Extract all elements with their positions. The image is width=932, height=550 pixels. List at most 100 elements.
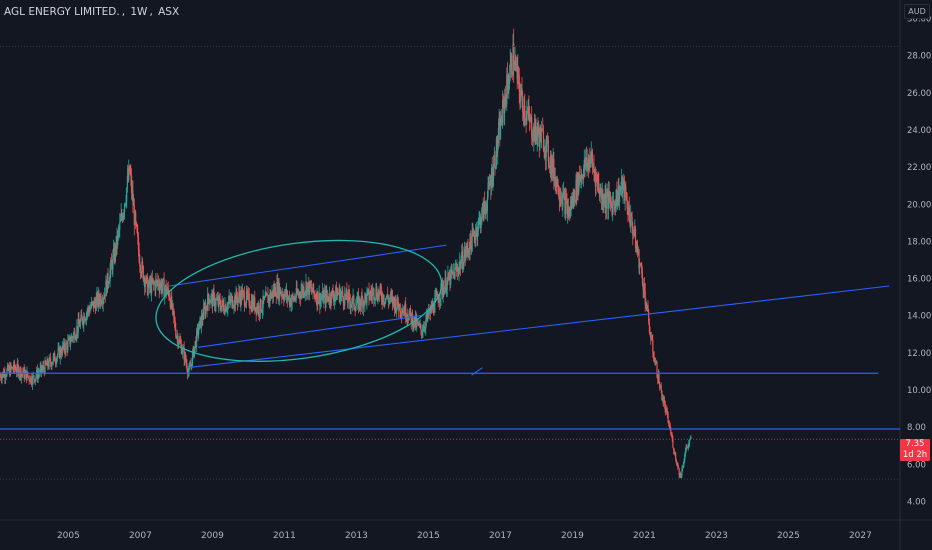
- candle-up-body: [92, 301, 94, 303]
- candle-up-body: [394, 299, 396, 310]
- candle-up-body: [164, 289, 166, 297]
- candle-up-body: [607, 190, 610, 209]
- candle-down-body: [76, 326, 79, 333]
- candle-down-body: [15, 368, 17, 372]
- candle-down-body: [151, 278, 153, 283]
- candle-down-body: [303, 287, 305, 296]
- candle-up-body: [87, 307, 89, 312]
- trend-line[interactable]: [169, 244, 447, 287]
- candle-down-body: [213, 292, 215, 295]
- candle-up-body: [425, 320, 427, 329]
- candle-down-body: [301, 286, 304, 294]
- candle-up-body: [198, 329, 200, 335]
- candle-up-body: [19, 368, 21, 375]
- candle-down-body: [137, 236, 140, 250]
- candle-up-body: [529, 117, 531, 122]
- channel-ellipse[interactable]: [148, 224, 449, 378]
- candle-up-body: [58, 347, 60, 349]
- candle-up-body: [252, 299, 254, 311]
- candle-up-body: [605, 196, 608, 209]
- candle-up-body: [335, 286, 337, 295]
- candle-up-body: [690, 437, 692, 439]
- candle-up-body: [567, 208, 569, 215]
- candle-down-body: [675, 459, 677, 464]
- candle-down-body: [394, 301, 396, 310]
- candle-down-body: [238, 292, 241, 297]
- candle-up-body: [16, 363, 18, 372]
- candle-up-body: [325, 291, 327, 304]
- candle-up-body: [298, 292, 300, 295]
- candle-up-body: [615, 189, 617, 209]
- candle-down-body: [666, 409, 668, 411]
- candle-down-body: [33, 375, 35, 380]
- candle-up-body: [585, 157, 587, 168]
- candle-down-body: [658, 375, 660, 384]
- candle-up-body: [375, 288, 377, 299]
- candle-down-body: [503, 100, 505, 113]
- candle-down-body: [522, 111, 524, 119]
- candle-down-body: [472, 230, 474, 234]
- candle-up-body: [356, 297, 358, 304]
- trend-line[interactable]: [471, 367, 483, 376]
- candle-up-body: [583, 159, 585, 169]
- x-tick-label: 2015: [417, 531, 440, 541]
- candle-up-body: [429, 307, 431, 312]
- time-axis[interactable]: 2005 2007 2009 2011 2013 2015 2017 2019 2021 2023…: [57, 531, 872, 541]
- candle-up-body: [290, 302, 293, 307]
- drawings-layer[interactable]: [0, 45, 900, 480]
- candle-up-body: [477, 219, 479, 231]
- candle-up-body: [549, 157, 551, 168]
- candle-up-body: [571, 195, 574, 208]
- candle-up-body: [506, 74, 508, 105]
- candle-up-body: [200, 315, 203, 329]
- candle-up-body: [112, 255, 114, 270]
- candle-up-body: [490, 168, 493, 189]
- candle-up-body: [35, 376, 37, 379]
- candle-up-body: [110, 259, 112, 270]
- candle-up-body: [580, 174, 583, 179]
- candle-up-body: [276, 281, 278, 298]
- candle-down-body: [217, 298, 219, 306]
- trend-line[interactable]: [187, 285, 890, 369]
- candle-up-body: [423, 327, 425, 332]
- candle-up-body: [590, 152, 592, 160]
- candle-down-body: [540, 127, 542, 143]
- candle-up-body: [630, 212, 632, 226]
- candle-up-body: [3, 372, 5, 377]
- candle-down-body: [16, 371, 18, 373]
- candle-down-body: [398, 306, 400, 311]
- candle-down-body: [531, 137, 533, 140]
- candle-down-body: [598, 182, 600, 192]
- trend-line[interactable]: [197, 315, 422, 348]
- candle-down-body: [232, 296, 234, 308]
- candle-down-body: [550, 157, 552, 175]
- candle-up-body: [379, 286, 381, 292]
- candle-down-body: [315, 297, 317, 304]
- candle-down-body: [260, 299, 262, 312]
- candle-down-body: [133, 205, 135, 225]
- candle-up-body: [657, 375, 659, 380]
- candle-up-body: [480, 221, 482, 228]
- candle-up-body: [499, 117, 502, 140]
- price-axis[interactable]: 4.00 6.00 8.00 10.00 12.00 14.00 16.00 18.00 20.…: [907, 15, 931, 508]
- candle-up-body: [347, 292, 349, 303]
- candle-up-body: [366, 292, 368, 303]
- candle-up-body: [620, 187, 622, 190]
- candle-down-body: [116, 236, 118, 246]
- candle-down-body: [43, 365, 45, 370]
- candle-up-body: [574, 201, 576, 202]
- interval-label[interactable]: 1W: [130, 6, 148, 18]
- candle-up-body: [84, 319, 86, 322]
- candle-down-body: [457, 271, 459, 274]
- candle-down-body: [54, 353, 56, 362]
- candle-up-body: [454, 267, 456, 280]
- currency-label[interactable]: AUD: [904, 4, 930, 19]
- candle-down-body: [402, 311, 404, 313]
- candle-up-body: [509, 63, 511, 79]
- candle-down-body: [173, 316, 176, 321]
- candle-down-body: [165, 285, 167, 294]
- candle-down-body: [189, 366, 191, 368]
- candle-down-body: [268, 296, 270, 301]
- candle-up-body: [676, 462, 678, 464]
